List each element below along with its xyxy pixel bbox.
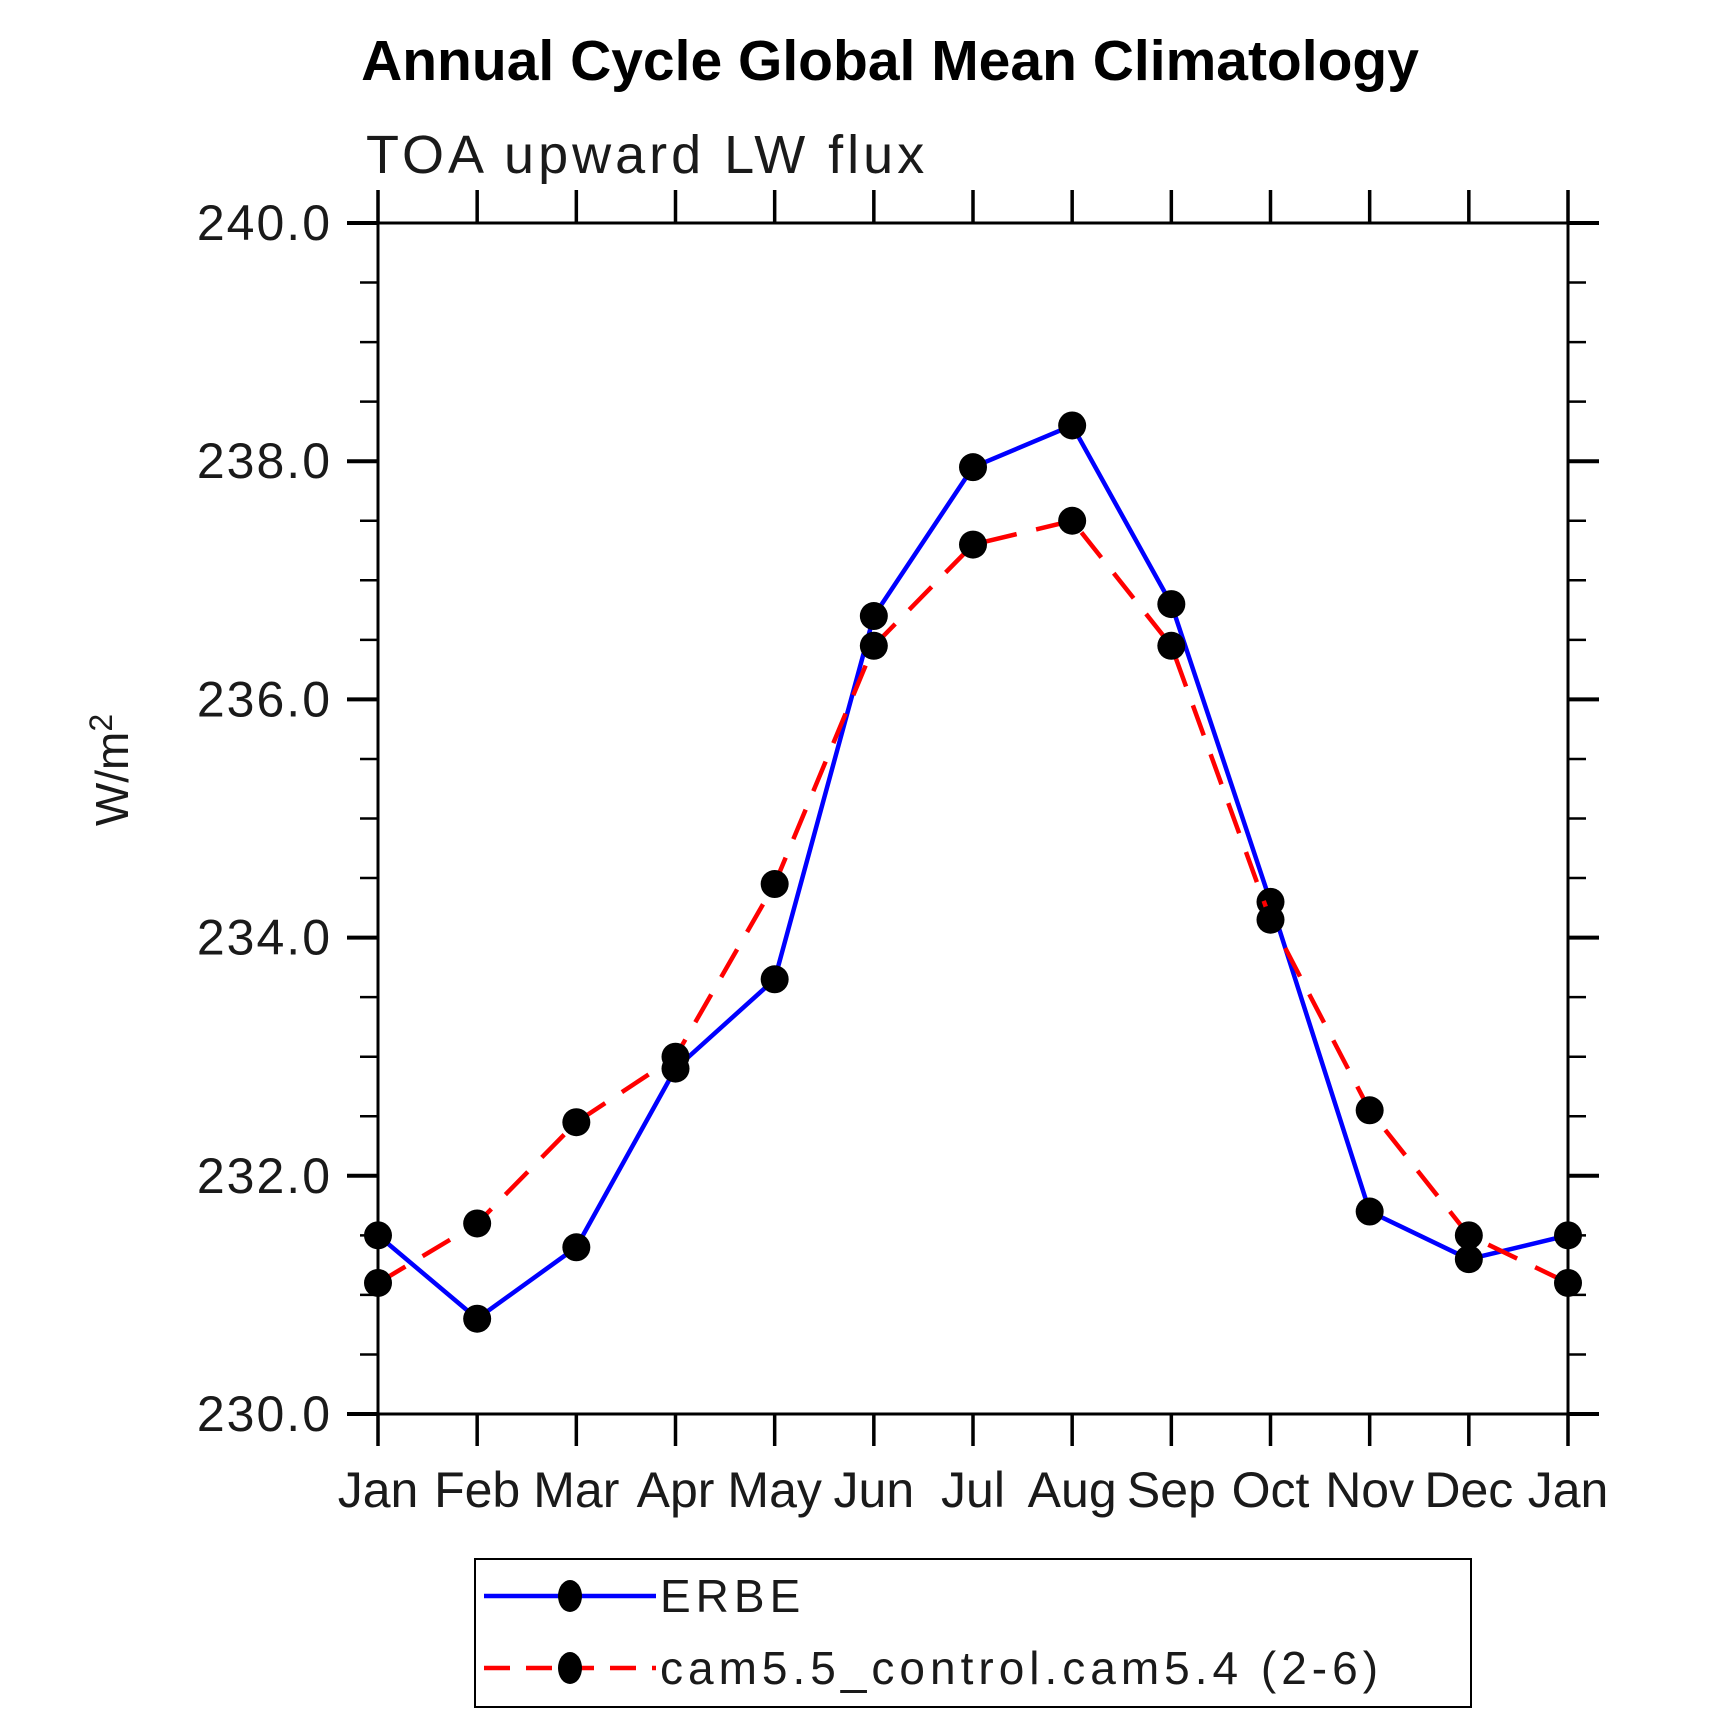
x-tick-label: Oct — [1232, 1462, 1310, 1518]
data-point-marker-s1-2 — [562, 1108, 591, 1137]
x-tick-label: Dec — [1424, 1462, 1513, 1518]
data-point-marker-s0-1 — [463, 1304, 492, 1333]
series-line-0 — [376, 423, 1569, 1321]
x-tick-label: Aug — [1028, 1462, 1117, 1518]
x-tick-label: Mar — [533, 1462, 619, 1518]
data-point-marker-s0-5 — [859, 602, 888, 631]
y-axis-title: W/m2 — [83, 714, 138, 826]
data-point-marker-s1-0 — [364, 1268, 392, 1297]
data-point-marker-s0-4 — [760, 965, 789, 994]
chart-title: Annual Cycle Global Mean Climatology — [361, 29, 1419, 93]
chart-subtitle: TOA upward LW flux — [366, 125, 929, 185]
y-tick-label: 232.0 — [197, 1148, 332, 1204]
x-tick-label: Apr — [637, 1462, 715, 1518]
legend-line-sample-erbe — [484, 1580, 656, 1612]
x-tick-label: Jun — [834, 1462, 915, 1518]
x-tick-label: Jan — [338, 1462, 419, 1518]
x-tick-label: Sep — [1127, 1462, 1216, 1518]
plot-area: 230.0 232.0 234.0 236.0 238.0 240.0 Jan Feb Mar A… — [83, 190, 1609, 1518]
data-point-marker-s0-10 — [1355, 1197, 1384, 1226]
x-tick-label: May — [727, 1462, 821, 1518]
x-tick-label: Jan — [1528, 1462, 1609, 1518]
data-point-marker-s0-6 — [959, 453, 987, 482]
data-point-marker-s1-8 — [1157, 631, 1186, 660]
data-point-marker-s0-0 — [364, 1221, 392, 1250]
series-line-1 — [376, 518, 1569, 1286]
y-tick-label: 240.0 — [197, 195, 332, 251]
data-point-marker-s1-11 — [1454, 1221, 1483, 1250]
y-tick-label: 234.0 — [197, 910, 332, 966]
legend-sample-marker — [558, 1580, 582, 1612]
data-point-marker-s1-9 — [1256, 905, 1285, 934]
y-tick-label: 238.0 — [197, 433, 332, 489]
data-point-marker-s1-3 — [661, 1042, 690, 1071]
data-point-marker-s1-7 — [1058, 506, 1087, 535]
data-point-marker-s0-8 — [1157, 590, 1186, 619]
plot-frame — [376, 221, 1570, 1416]
data-point-marker-s1-10 — [1355, 1096, 1384, 1125]
legend-entry-erbe: ERBE — [480, 1570, 806, 1622]
legend-sample-marker — [558, 1652, 582, 1684]
y-tick-label: 236.0 — [197, 671, 332, 727]
y-tick-label: 230.0 — [197, 1386, 332, 1442]
data-point-marker-s1-5 — [859, 631, 888, 660]
data-point-marker-s0-2 — [562, 1233, 591, 1262]
legend-box: ERBE cam5.5_control.cam5.4 (2-6) — [474, 1558, 1472, 1708]
data-point-marker-s1-6 — [959, 530, 987, 559]
data-point-marker-s1-4 — [760, 870, 789, 899]
data-point-marker-s0-11 — [1454, 1245, 1483, 1274]
x-tick-label: Jul — [941, 1462, 1005, 1518]
data-point-marker-s1-12 — [1554, 1268, 1582, 1297]
legend-label-erbe: ERBE — [660, 1570, 806, 1622]
legend-label-cam: cam5.5_control.cam5.4 (2-6) — [660, 1642, 1384, 1694]
data-point-marker-s1-1 — [463, 1209, 492, 1238]
x-tick-label: Feb — [434, 1462, 520, 1518]
data-point-marker-s0-7 — [1058, 411, 1087, 440]
x-tick-label: Nov — [1325, 1462, 1414, 1518]
legend-entry-cam: cam5.5_control.cam5.4 (2-6) — [480, 1642, 1384, 1694]
legend-line-sample-cam — [484, 1652, 656, 1684]
data-point-marker-s0-12 — [1554, 1221, 1582, 1250]
